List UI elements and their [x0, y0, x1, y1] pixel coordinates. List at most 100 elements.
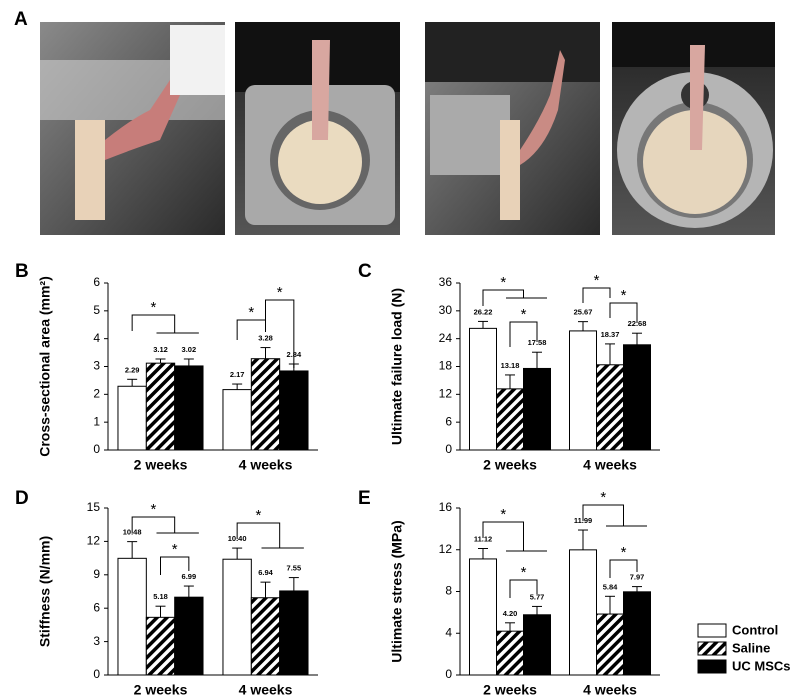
y-axis-label: Ultimate stress (MPa) — [389, 520, 405, 662]
y-tick-label: 12 — [87, 534, 101, 548]
x-tick-label: 2 weeks — [134, 682, 188, 697]
y-tick-label: 0 — [93, 442, 100, 456]
y-tick-label: 6 — [93, 600, 100, 614]
significance-star: * — [255, 507, 261, 524]
value-label: 3.28 — [258, 334, 273, 343]
y-axis-label: Stiffness (N/mm) — [37, 536, 53, 647]
bar — [117, 557, 147, 676]
y-tick-label: 4 — [93, 331, 100, 345]
y-axis-label: Ultimate failure load (N) — [389, 288, 405, 445]
value-label: 22.68 — [628, 319, 647, 328]
significance-bracket — [609, 302, 638, 323]
y-tick-label: 30 — [439, 303, 453, 317]
x-tick-label: 2 weeks — [483, 457, 537, 473]
y-tick-label: 0 — [445, 667, 452, 681]
significance-bracket — [131, 314, 199, 334]
chart: B Cross-sectional area (mm²) 0 1 2 3 4 5 6 2 week… — [15, 261, 318, 473]
value-label: 5.18 — [153, 592, 168, 601]
y-tick-label: 15 — [87, 500, 101, 514]
value-label: 7.97 — [630, 573, 645, 582]
value-label: 26.22 — [474, 307, 493, 316]
bar — [623, 591, 651, 676]
significance-bracket — [236, 522, 304, 549]
bar — [174, 365, 204, 451]
value-label: 25.67 — [574, 308, 593, 317]
y-tick-label: 3 — [93, 359, 100, 373]
panel-label: B — [15, 261, 29, 282]
bar — [222, 389, 252, 451]
value-label: 13.18 — [501, 361, 520, 370]
significance-bracket — [482, 521, 547, 552]
significance-bracket — [582, 504, 647, 527]
y-tick-label: 4 — [445, 625, 452, 639]
y-tick-label: 36 — [439, 275, 453, 289]
photo — [235, 22, 400, 235]
photo — [40, 22, 225, 235]
bar — [250, 597, 281, 676]
significance-star: * — [594, 272, 600, 289]
y-tick-label: 8 — [445, 584, 452, 598]
bar — [117, 385, 147, 451]
significance-bracket — [236, 319, 266, 340]
chart: C Ultimate failure load (N) 0 6 12 18 24 30 36 2 … — [358, 261, 660, 473]
x-tick-label: 4 weeks — [583, 682, 637, 697]
x-tick-label: 4 weeks — [583, 457, 637, 473]
bar — [279, 590, 309, 676]
bar — [523, 614, 551, 676]
bar — [596, 364, 624, 451]
significance-star: * — [150, 299, 156, 316]
panel-label: E — [358, 488, 371, 509]
significance-bracket — [482, 289, 547, 306]
bar — [222, 558, 252, 676]
photo — [425, 22, 600, 235]
bar — [145, 616, 176, 676]
y-axis-label: Cross-sectional area (mm²) — [37, 276, 53, 457]
value-label: 6.99 — [182, 572, 197, 581]
significance-star: * — [500, 274, 506, 291]
legend-swatch — [697, 659, 727, 674]
y-tick-label: 16 — [439, 500, 453, 514]
bar — [250, 358, 281, 451]
significance-bracket — [509, 321, 538, 347]
bar — [174, 596, 204, 676]
y-tick-label: 2 — [93, 387, 100, 401]
significance-star: * — [248, 304, 254, 321]
significance-bracket — [131, 516, 199, 534]
photo — [612, 22, 775, 235]
value-label: 3.02 — [182, 345, 197, 354]
y-tick-label: 3 — [93, 634, 100, 648]
y-tick-label: 18 — [439, 359, 453, 373]
value-label: 7.55 — [287, 564, 302, 573]
value-label: 11.12 — [474, 534, 492, 543]
bar — [596, 613, 624, 676]
y-tick-label: 6 — [93, 275, 100, 289]
legend-swatch — [697, 641, 727, 656]
y-tick-label: 12 — [439, 542, 453, 556]
y-tick-label: 9 — [93, 567, 100, 581]
legend-label: Saline — [732, 640, 770, 655]
value-label: 18.37 — [601, 330, 620, 339]
value-label: 2.29 — [125, 365, 140, 374]
value-label: 5.84 — [603, 582, 618, 591]
panel-label: A — [14, 9, 28, 30]
significance-bracket — [160, 556, 190, 575]
bar — [623, 344, 651, 451]
x-tick-label: 4 weeks — [239, 457, 293, 473]
bar — [496, 630, 524, 676]
bar — [523, 367, 551, 451]
significance-star: * — [521, 306, 527, 323]
value-label: 4.20 — [503, 609, 518, 618]
significance-star: * — [621, 287, 627, 304]
significance-star: * — [600, 489, 606, 506]
value-label: 5.77 — [530, 592, 545, 601]
y-tick-label: 0 — [93, 667, 100, 681]
bar — [569, 549, 597, 676]
value-label: 6.94 — [258, 568, 273, 577]
chart: E Ultimate stress (MPa) 0 4 8 12 16 2 weeks 4 we… — [358, 488, 660, 697]
y-tick-label: 5 — [93, 303, 100, 317]
significance-bracket — [509, 579, 538, 598]
significance-bracket — [609, 559, 638, 578]
significance-star: * — [621, 544, 627, 561]
